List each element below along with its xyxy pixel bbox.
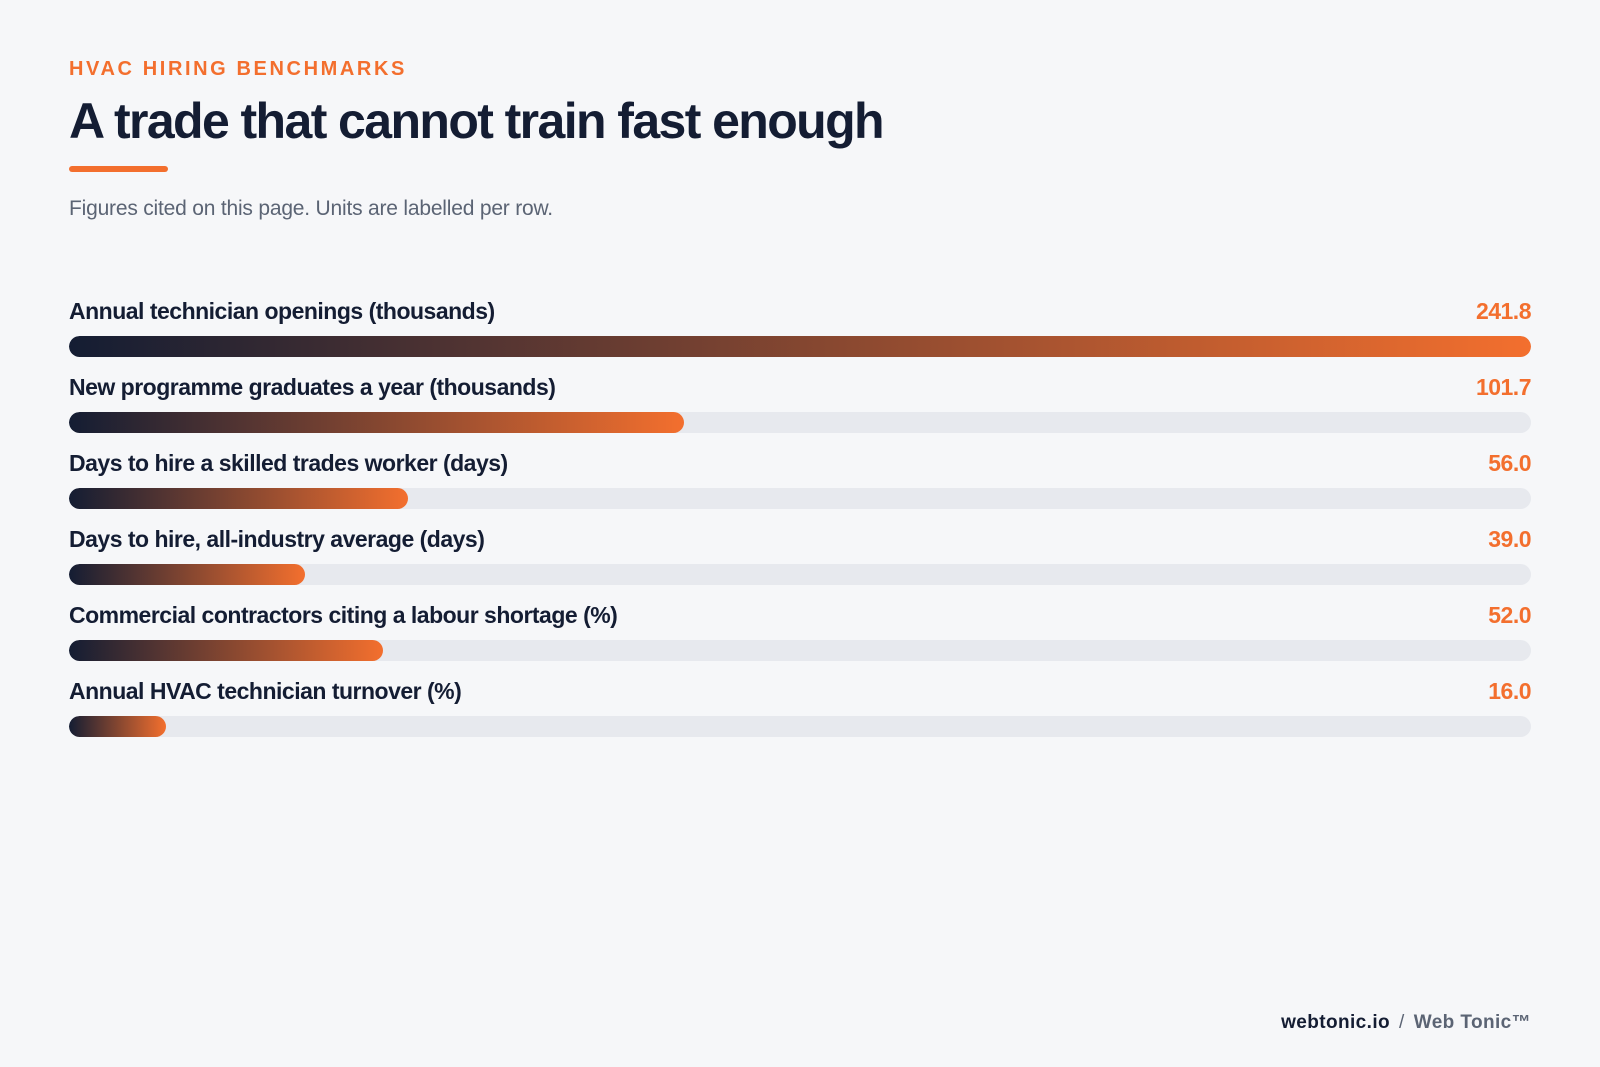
bar-label: New programme graduates a year (thousand…	[69, 374, 556, 400]
chart-card: HVAC HIRING BENCHMARKS A trade that cann…	[69, 0, 1532, 1067]
bar-track	[69, 488, 1531, 509]
bar-row: New programme graduates a year (thousand…	[69, 372, 1532, 434]
bar-fill	[69, 716, 166, 737]
bar-fill	[69, 640, 383, 661]
bar-value-label: 52.0	[1488, 602, 1531, 628]
bar-track	[69, 564, 1531, 585]
bar-track	[69, 640, 1531, 661]
bar-label: Days to hire a skilled trades worker (da…	[69, 450, 508, 476]
bar-label: Annual HVAC technician turnover (%)	[69, 678, 462, 704]
page-title: A trade that cannot train fast enough	[69, 93, 885, 149]
bar-value-label: 39.0	[1488, 526, 1531, 552]
bar-track	[69, 716, 1531, 737]
bar-fill	[69, 488, 408, 509]
bar-fill	[69, 412, 684, 433]
footer-brand: Web Tonic™	[1413, 1012, 1531, 1033]
footer-separator: /	[1399, 1012, 1405, 1033]
eyebrow: HVAC HIRING BENCHMARKS	[69, 58, 407, 80]
subtitle: Figures cited on this page. Units are la…	[69, 197, 553, 220]
footer-site[interactable]: webtonic.io	[1281, 1012, 1391, 1033]
bar-fill	[69, 336, 1531, 357]
bar-label: Commercial contractors citing a labour s…	[69, 602, 618, 628]
bar-row: Commercial contractors citing a labour s…	[69, 600, 1531, 662]
bar-label: Days to hire, all-industry average (days…	[69, 526, 485, 552]
bar-row: Days to hire a skilled trades worker (da…	[69, 448, 1531, 510]
accent-underline	[69, 166, 168, 172]
bar-value-label: 101.7	[1475, 374, 1532, 400]
bar-track	[69, 412, 1531, 433]
bar-label: Annual technician openings (thousands)	[69, 298, 495, 324]
bar-row: Days to hire, all-industry average (days…	[69, 524, 1531, 586]
bar-value-label: 16.0	[1488, 678, 1531, 704]
bar-track	[69, 336, 1531, 357]
bar-value-label: 56.0	[1488, 450, 1531, 476]
bar-row: Annual HVAC technician turnover (%) 16.0	[69, 676, 1531, 738]
footer-credit: webtonic.io / Web Tonic™	[1281, 1012, 1531, 1034]
bar-row: Annual technician openings (thousands) 24…	[69, 296, 1532, 358]
bar-value-label: 241.8	[1475, 298, 1532, 324]
bar-fill	[69, 564, 305, 585]
